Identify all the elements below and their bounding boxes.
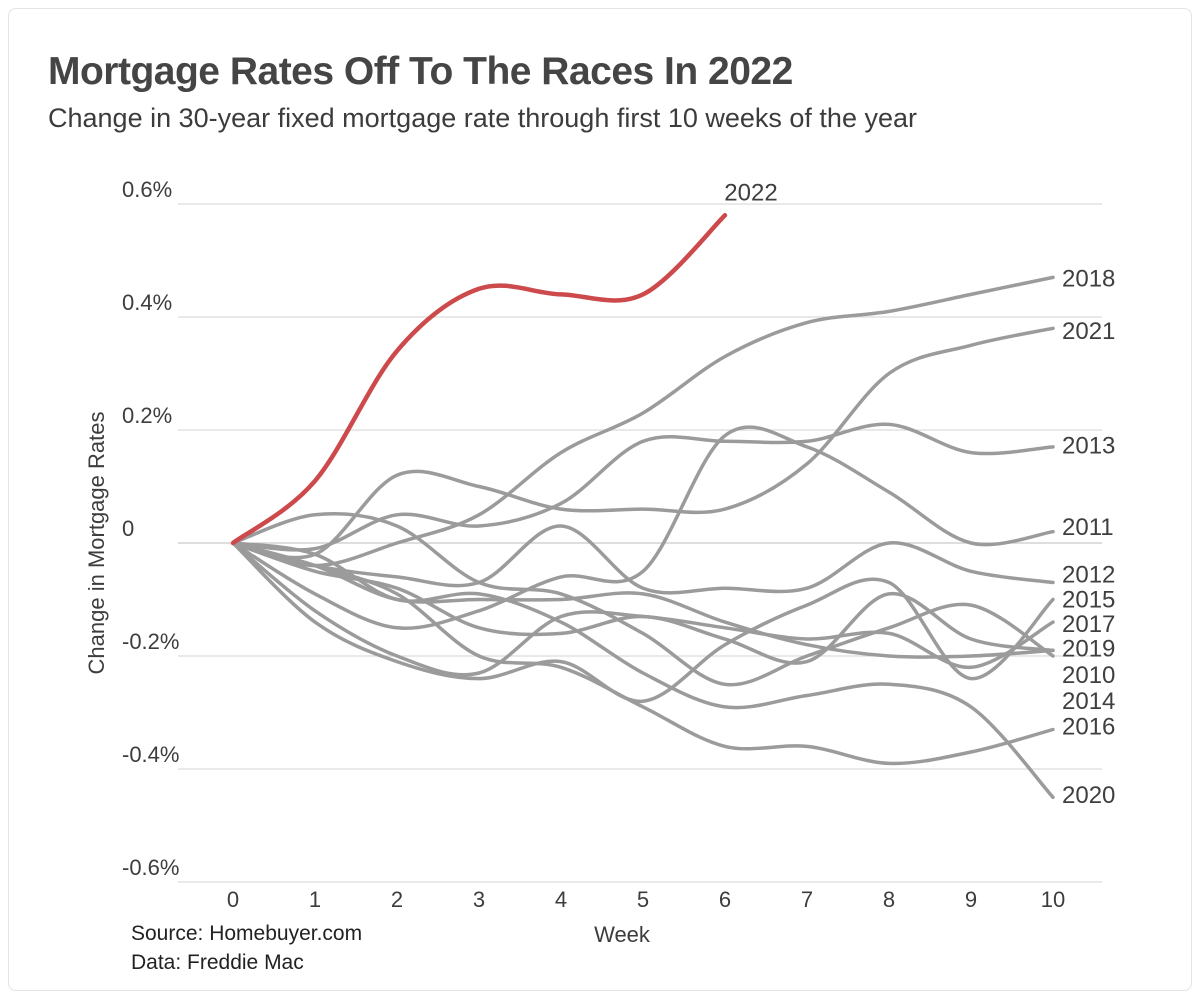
y-tick-label: 0.4%	[122, 290, 172, 315]
y-axis-title: Change in Mortgage Rates	[84, 411, 109, 675]
series-line-2018	[231, 275, 1055, 568]
x-tick-label: 1	[309, 887, 321, 912]
series-label-2020: 2020	[1062, 782, 1115, 809]
chart-subtitle: Change in 30-year fixed mortgage rate th…	[48, 103, 917, 133]
series-line-2016	[231, 541, 1055, 766]
y-tick-label: 0	[122, 516, 134, 541]
x-tick-label: 7	[801, 887, 813, 912]
series-label-2015: 2015	[1062, 587, 1115, 614]
series-line-2011	[231, 425, 1055, 630]
y-tick-label: -0.4%	[122, 742, 179, 767]
y-tick-label: -0.2%	[122, 629, 179, 654]
series-line-2015	[231, 541, 1055, 703]
series-label-2012: 2012	[1062, 562, 1115, 589]
series-label-2021: 2021	[1062, 318, 1115, 345]
card-border	[8, 8, 1192, 991]
series-line-2021	[231, 326, 1055, 560]
x-tick-label: 3	[473, 887, 485, 912]
y-tick-label: 0.6%	[122, 177, 172, 202]
y-tick-label: -0.6%	[122, 855, 179, 880]
x-tick-label: 0	[227, 887, 239, 912]
series-line-2014	[231, 512, 1055, 687]
series-label-2019: 2019	[1062, 636, 1115, 663]
series-label-2017: 2017	[1062, 611, 1115, 638]
x-tick-label: 9	[965, 887, 977, 912]
x-tick-label: 10	[1041, 887, 1065, 912]
chart-title: Mortgage Rates Off To The Races In 2022	[48, 50, 793, 93]
series-line-2022	[230, 213, 728, 546]
series-line-2019	[231, 541, 1055, 659]
x-tick-label: 4	[555, 887, 567, 912]
y-tick-label: 0.2%	[122, 403, 172, 428]
series-line-2020	[231, 541, 1055, 800]
x-tick-label: 5	[637, 887, 649, 912]
source-credit: Source: Homebuyer.com	[131, 922, 363, 945]
series-label-2016: 2016	[1062, 714, 1115, 741]
x-axis-title: Week	[594, 922, 650, 947]
series-line-2017	[231, 541, 1055, 677]
series-label-2010: 2010	[1062, 662, 1115, 689]
x-tick-label: 2	[391, 887, 403, 912]
x-tick-label: 6	[719, 887, 731, 912]
series-line-2013	[231, 422, 1055, 552]
series-label-2018: 2018	[1062, 266, 1115, 293]
data-credit: Data: Freddie Mac	[131, 951, 304, 974]
series-label-2011: 2011	[1062, 514, 1114, 541]
series-label-2014: 2014	[1062, 688, 1115, 715]
series-line-2012	[231, 524, 1055, 595]
series-label-2022: 2022	[724, 180, 777, 207]
series-label-2013: 2013	[1062, 432, 1115, 459]
x-tick-label: 8	[883, 887, 895, 912]
